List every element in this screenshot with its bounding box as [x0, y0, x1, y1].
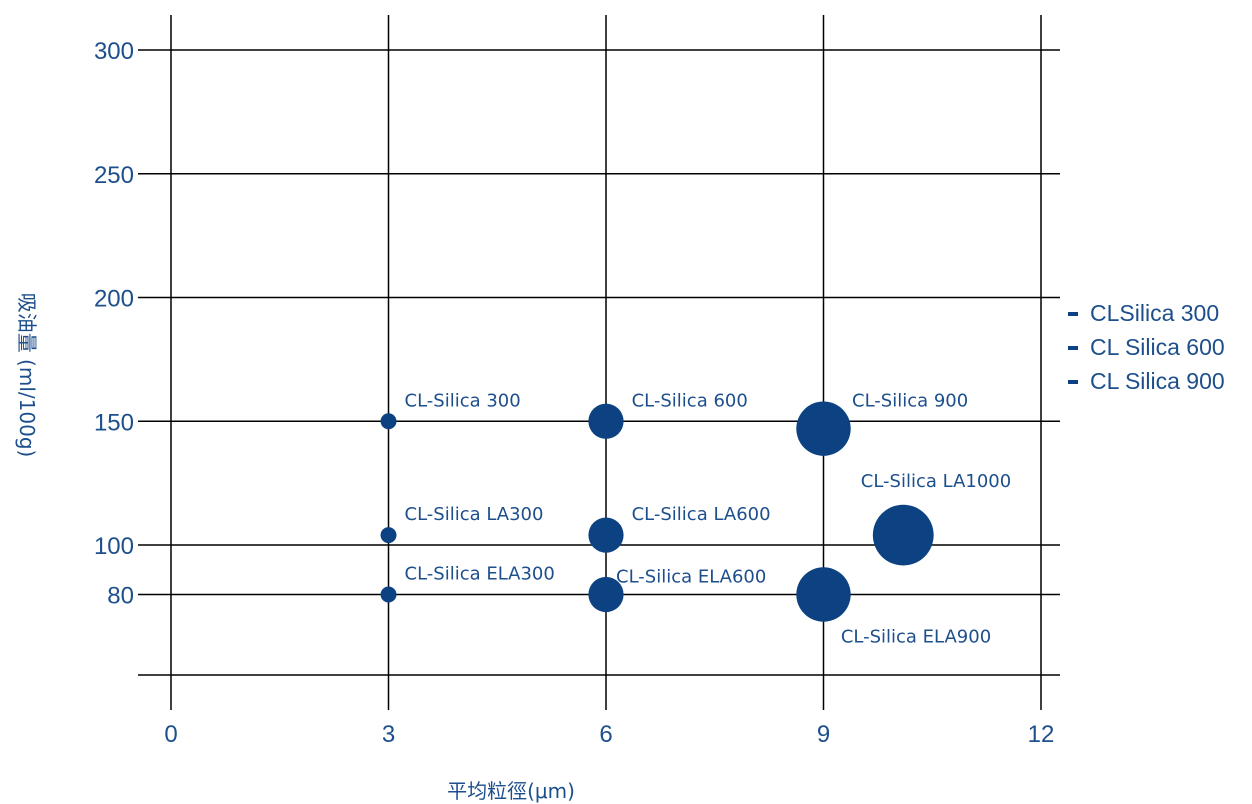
x-tick-label: 12 [1028, 721, 1055, 748]
legend-marker [1068, 380, 1078, 384]
point-label: CL-Silica LA1000 [861, 471, 1011, 492]
y-tick-label: 250 [94, 162, 134, 189]
y-tick-label: 150 [94, 409, 134, 436]
x-tick-label: 3 [382, 721, 395, 748]
data-point [796, 567, 851, 622]
x-tick-label: 0 [164, 721, 177, 748]
data-point [588, 403, 624, 439]
x-tick-label: 9 [817, 721, 830, 748]
y-tick-labels: 300 250 200 150 100 80 [94, 38, 134, 610]
data-point [796, 401, 851, 456]
legend-label: CL Silica 600 [1090, 334, 1225, 360]
data-point [588, 517, 624, 553]
data-point [380, 586, 397, 603]
point-label: CL-Silica LA600 [632, 504, 771, 525]
point-label: CL-Silica ELA300 [405, 564, 555, 585]
point-label: CL-Silica LA300 [405, 504, 544, 525]
point-labels: CL-Silica 300 CL-Silica 600 CL-Silica 900 C… [405, 390, 1012, 647]
point-label: CL-Silica 300 [405, 390, 521, 411]
data-point [380, 413, 397, 430]
legend-label: CLSilica 300 [1090, 300, 1219, 326]
data-point [872, 504, 934, 566]
legend-marker [1068, 312, 1078, 316]
data-point [380, 527, 397, 544]
point-label: CL-Silica ELA900 [841, 627, 991, 648]
data-point [588, 576, 624, 613]
y-tick-label: 100 [94, 533, 134, 560]
y-axis-title: 吸油量 (ml/100g) [15, 293, 39, 458]
data-points [380, 401, 934, 622]
y-tick-label: 200 [94, 286, 134, 313]
legend-label: CL Silica 900 [1090, 368, 1225, 394]
point-label: CL-Silica ELA600 [616, 567, 766, 588]
point-label: CL-Silica 600 [632, 390, 748, 411]
point-label: CL-Silica 900 [852, 391, 968, 412]
legend-marker [1068, 346, 1078, 350]
x-tick-labels: 0 3 6 9 12 [164, 721, 1054, 748]
y-tick-label: 80 [107, 583, 134, 610]
x-axis-title: 平均粒徑(μm) [447, 779, 575, 803]
y-tick-label: 300 [94, 38, 134, 65]
legend: CLSilica 300 CL Silica 600 CL Silica 900 [1068, 300, 1225, 394]
x-tick-label: 6 [599, 721, 612, 748]
